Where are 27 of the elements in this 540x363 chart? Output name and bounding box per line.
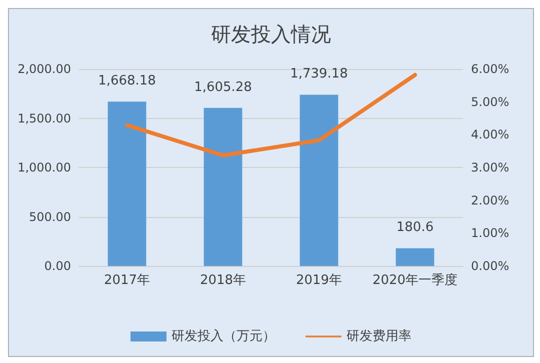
y2-tick-label: 6.00%: [471, 62, 510, 76]
data-label: 180.6: [396, 220, 434, 236]
data-label: 1,739.18: [290, 66, 348, 82]
y-tick-label: 1,500.00: [18, 111, 71, 126]
y-tick-label: 500.00: [29, 210, 71, 224]
y2-tick-label: 3.00%: [471, 160, 510, 174]
x-tick-label: 2017年: [104, 273, 150, 288]
y-tick-label: 2,000.00: [18, 62, 71, 76]
y2-tick-label: 1.00%: [471, 226, 510, 240]
bar: [204, 108, 242, 266]
y2-tick-label: 4.00%: [471, 128, 510, 142]
y2-tick-label: 5.00%: [471, 94, 510, 109]
bar: [300, 94, 338, 266]
bar: [108, 102, 146, 266]
y2-tick-label: 0.00%: [471, 259, 510, 273]
y-tick-label: 1,000.00: [18, 160, 71, 174]
x-tick-label: 2020年一季度: [372, 272, 458, 288]
data-label: 1,605.28: [194, 80, 252, 95]
data-label: 1,668.18: [98, 74, 156, 89]
y2-tick-label: 2.00%: [471, 193, 510, 208]
bar: [396, 248, 434, 266]
x-tick-label: 2018年: [200, 273, 246, 288]
y-tick-label: 0.00: [44, 259, 71, 273]
legend-label: 研发投入（万元）: [172, 329, 276, 344]
x-tick-label: 2019年: [296, 273, 342, 288]
chart-title: 研发投入情况: [211, 22, 331, 46]
legend-label: 研发费用率: [346, 328, 412, 344]
